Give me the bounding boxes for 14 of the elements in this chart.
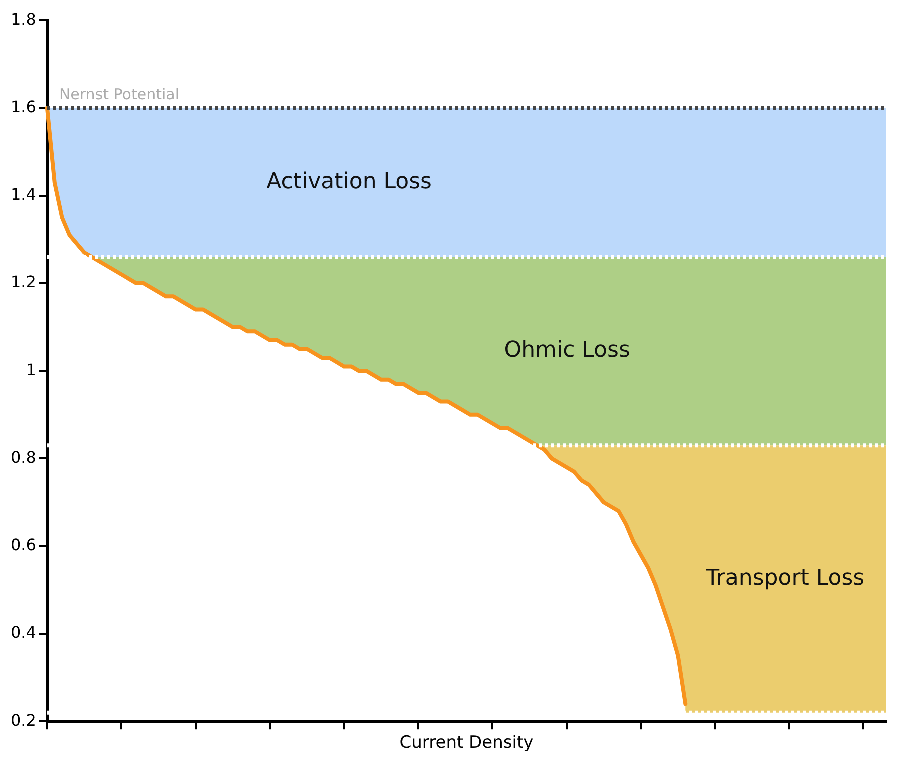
y-tick-label: 0.8 bbox=[10, 448, 36, 467]
y-tick-label: 1.4 bbox=[10, 185, 36, 204]
y-tick-label: 0.2 bbox=[10, 710, 36, 730]
band-label: Transport Loss bbox=[705, 566, 865, 591]
x-axis-title: Current Density bbox=[400, 733, 534, 754]
y-tick-label: 0.6 bbox=[10, 536, 36, 555]
band-label: Ohmic Loss bbox=[504, 338, 630, 364]
y-tick-label: 0.4 bbox=[10, 623, 36, 642]
y-tick-label: 1.2 bbox=[10, 272, 36, 292]
y-tick-label: 1 bbox=[26, 360, 36, 380]
ref-line-label: Nernst Potential bbox=[59, 86, 180, 104]
y-tick-label: 1.6 bbox=[10, 97, 36, 116]
band-label: Activation Loss bbox=[266, 169, 432, 194]
y-tick-label: 1.8 bbox=[10, 10, 36, 29]
